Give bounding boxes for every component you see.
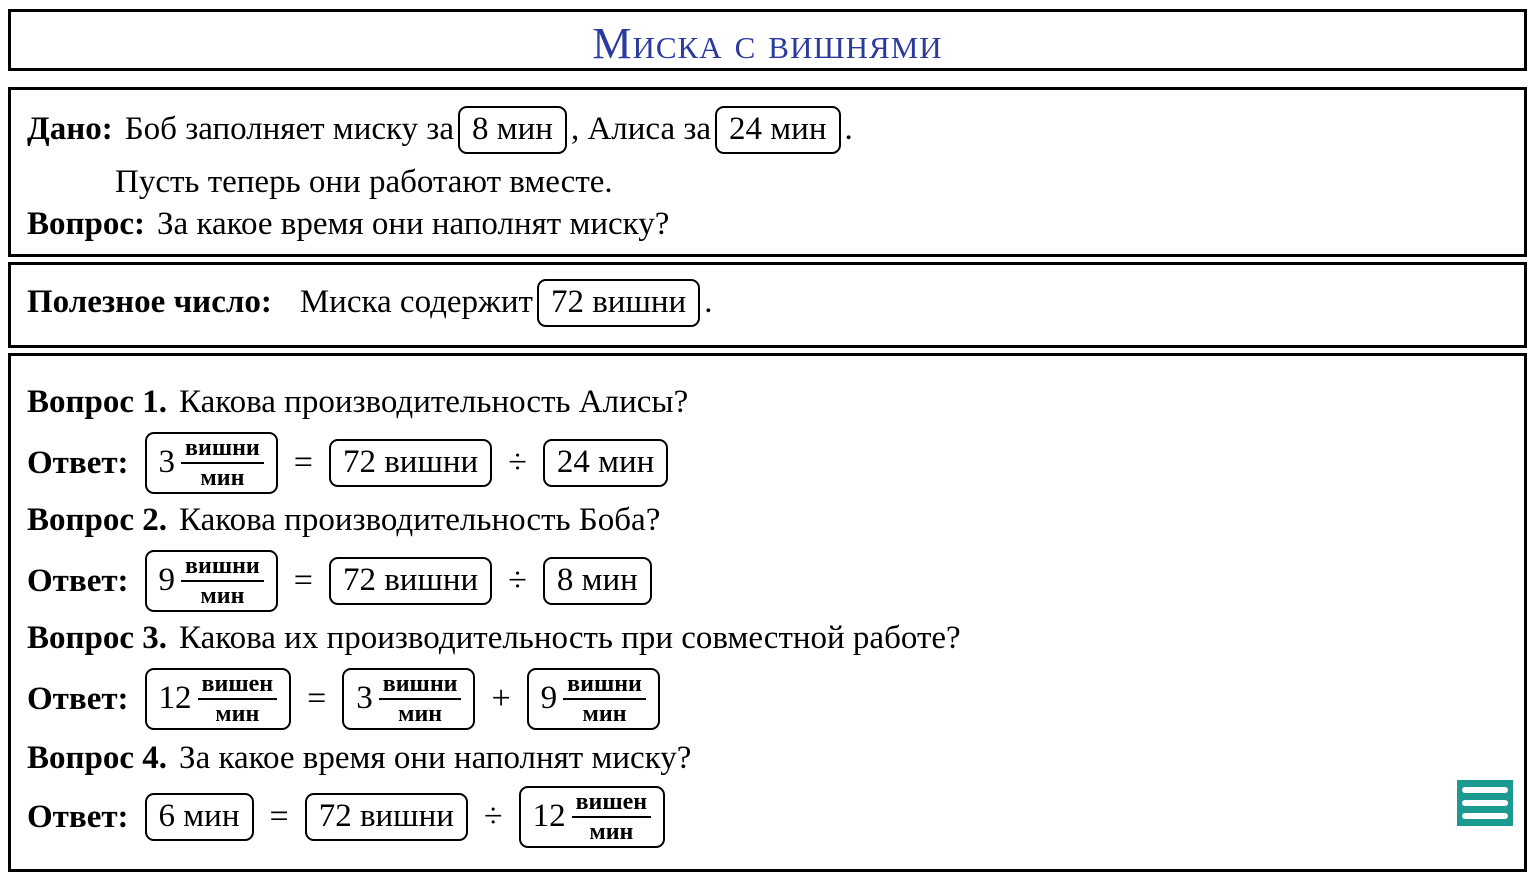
menu-bar: [1462, 800, 1508, 806]
fraction: вишен мин: [571, 790, 652, 845]
useful-panel: Полезное число: Миска содержит 72 вишни …: [8, 262, 1527, 348]
question-text: Какова производительность Алисы?: [179, 384, 689, 420]
value: 9: [158, 562, 176, 599]
answer-label: Ответ:: [27, 798, 129, 835]
question-label: Вопрос 4.: [27, 740, 168, 776]
equals: =: [269, 798, 289, 835]
answer-label: Ответ:: [27, 562, 129, 599]
question-label: Вопрос 3.: [27, 620, 168, 656]
rate-box: 12 вишен мин: [144, 668, 292, 730]
denominator: мин: [200, 465, 245, 491]
fraction: вишни мин: [181, 436, 264, 490]
answer-label: Ответ:: [27, 680, 129, 717]
value: 9: [540, 680, 558, 717]
value: 3: [158, 444, 176, 481]
text: , Алиса за: [570, 111, 712, 148]
main-question: Вопрос: За какое время они наполнят миск…: [27, 206, 669, 243]
plus: +: [491, 680, 511, 717]
given-line-2: Пусть теперь они работают вместе.: [115, 164, 613, 200]
text: Миска содержит: [299, 284, 533, 321]
question-2: Вопрос 2. Какова производительность Боба…: [27, 502, 660, 539]
menu-bar: [1462, 787, 1508, 793]
menu-bar: [1462, 813, 1508, 819]
rate-box: 3 вишни мин: [144, 432, 278, 494]
questions-panel: Вопрос 1. Какова производительность Алис…: [8, 353, 1527, 872]
rate-box: 9 вишни мин: [144, 550, 278, 612]
answer-label: Ответ:: [27, 444, 129, 481]
value-box: 24 мин: [542, 439, 669, 487]
equals: =: [293, 444, 313, 481]
alice-time-box: 24 мин: [715, 106, 841, 154]
useful-line: Полезное число: Миска содержит 72 вишни …: [27, 279, 712, 327]
question-label: Вопрос 1.: [27, 384, 168, 420]
denominator: мин: [215, 701, 260, 727]
numerator: вишни: [378, 672, 462, 700]
value-box: 72 вишни: [328, 439, 493, 487]
page-title: Миска с вишнями: [592, 19, 943, 68]
value: 12: [158, 680, 192, 717]
fraction: вишен мин: [197, 672, 278, 727]
denominator: мин: [589, 819, 634, 845]
value-box: 72 вишни: [304, 793, 468, 841]
numerator: вишни: [181, 554, 264, 582]
given-line: Дано: Боб заполняет миску за 8 мин , Али…: [27, 106, 853, 154]
value: 12: [532, 798, 566, 835]
numerator: вишен: [571, 790, 652, 818]
useful-label: Полезное число:: [27, 284, 272, 321]
divide: ÷: [508, 562, 527, 599]
bob-time-box: 8 мин: [458, 106, 567, 154]
answer-3: Ответ: 12 вишен мин = 3 вишни мин + 9 вишни ми…: [27, 668, 664, 730]
answer-4: Ответ: 6 мин = 72 вишни ÷ 12 вишен мин: [27, 786, 669, 848]
question-4: Вопрос 4. За какое время они наполнят ми…: [27, 740, 691, 777]
rate-box: 3 вишни мин: [342, 668, 476, 730]
value-box: 72 вишни: [328, 557, 493, 605]
rate-box: 9 вишни мин: [526, 668, 660, 730]
numerator: вишен: [197, 672, 278, 700]
numerator: вишни: [181, 436, 264, 464]
fraction: вишни мин: [563, 672, 646, 726]
value-box: 6 мин: [144, 793, 254, 841]
answer-2: Ответ: 9 вишни мин = 72 вишни ÷ 8 мин: [27, 550, 656, 612]
answer-1: Ответ: 3 вишни мин = 72 вишни ÷ 24 мин: [27, 432, 672, 494]
text: .: [704, 284, 713, 321]
value: 3: [356, 680, 373, 717]
question-label: Вопрос 2.: [27, 502, 168, 538]
question-3: Вопрос 3. Какова их производительность п…: [27, 620, 961, 657]
question-text: За какое время они наполнят миску?: [179, 740, 692, 776]
divide: ÷: [483, 798, 503, 835]
numerator: вишни: [563, 672, 646, 700]
cherries-box: 72 вишни: [536, 279, 701, 327]
title-panel: Миска с вишнями: [8, 9, 1527, 71]
text: Боб заполняет миску за: [124, 111, 454, 148]
rate-box: 12 вишен мин: [518, 786, 666, 848]
fraction: вишни мин: [378, 672, 462, 727]
equals: =: [307, 680, 327, 717]
menu-icon[interactable]: [1457, 780, 1513, 826]
denominator: мин: [200, 583, 245, 609]
question-text: За какое время они наполнят миску?: [157, 206, 670, 242]
given-label: Дано:: [27, 111, 113, 148]
text: .: [844, 111, 853, 148]
question-1: Вопрос 1. Какова производительность Алис…: [27, 384, 688, 421]
given-panel: Дано: Боб заполняет миску за 8 мин , Али…: [8, 87, 1527, 257]
denominator: мин: [398, 701, 443, 727]
value-box: 8 мин: [542, 557, 652, 605]
question-label: Вопрос:: [27, 206, 146, 242]
question-text: Какова их производительность при совмест…: [179, 620, 961, 656]
denominator: мин: [582, 701, 627, 727]
equals: =: [293, 562, 313, 599]
question-text: Какова производительность Боба?: [179, 502, 661, 538]
divide: ÷: [508, 444, 527, 481]
fraction: вишни мин: [181, 554, 264, 608]
